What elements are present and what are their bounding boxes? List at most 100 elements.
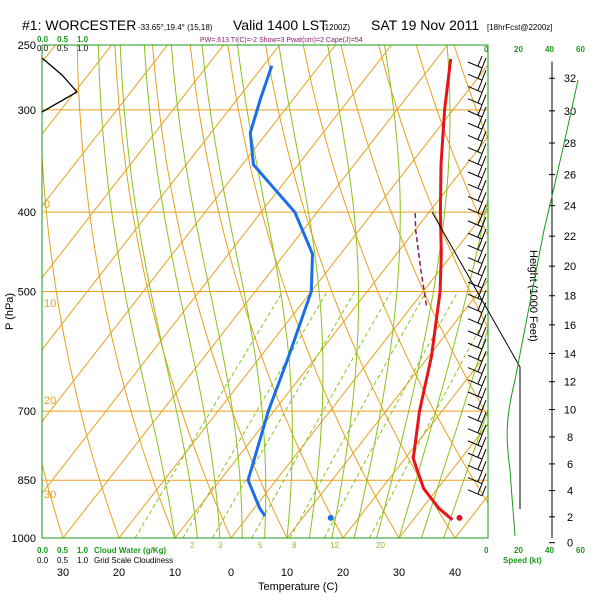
height-tick: 22 [564,231,576,243]
speed-bottom-60: 60 [576,546,585,555]
isotherm-line [42,45,280,351]
series-layer [246,58,463,521]
wind-barb-flag [481,228,487,240]
wind-barb-flag [477,288,483,299]
wind-barb-flag [477,141,483,152]
wind-barb-shaft [467,98,483,106]
dry-adiabat [340,45,488,418]
wind-barb-flag [477,422,483,433]
wind-barb-flag [481,253,487,264]
clipped-grid [42,45,488,538]
wind-barb [467,434,487,448]
cloudwater-scale-1: 0.5 [57,35,69,44]
wind-barb-flag [481,167,487,179]
right-speed-scale: 0 20 40 60 0 20 40 60 Speed (kt) [484,45,585,565]
wind-barb-shaft [467,403,483,411]
cloudwater-bottom-0: 0.0 [37,546,49,555]
wind-barb-flag [481,326,487,338]
wind-barb-shaft [467,281,483,289]
isotherm-line [42,45,168,207]
speed-label: Speed (kt) [503,556,542,565]
wind-barb-flag [477,324,483,336]
wind-barb-shaft [467,415,483,423]
series-parcel-line [414,212,428,306]
wind-barb-shaft [467,489,483,497]
pressure-tick-850: 850 [18,475,36,487]
speed-top-0: 0 [484,45,489,54]
wind-barb-shaft [467,452,483,460]
mixing-ratio-label: 5 [258,541,263,550]
wind-barb-flag [477,373,483,384]
wind-barb-flag [477,165,483,177]
isotherm-line [286,279,488,538]
wind-barb-flag [477,336,483,348]
wind-barb-shaft [467,257,483,265]
wind-barb [467,459,487,472]
dry-adiabat [189,45,344,538]
valid-time: Valid 1400 LST [233,17,328,33]
wind-barb [467,398,487,411]
grid-layer [41,44,489,539]
bottom-left-scale: 0.0 0.5 1.0 Cloud Water (g/Kg) 0.0 0.5 1… [37,546,173,565]
wind-barb-shaft [467,122,483,130]
cloudiness-scale-0: 0.0 [37,44,49,53]
wind-barb-flag [481,180,487,191]
mixing-ratio-line [251,291,392,538]
wind-barb [467,471,487,485]
stability-indices: PW=.613 TI(C)=-2 Show=3 Pwat(cm)=2 Cape(… [200,37,363,44]
mixing-ratio-label: 8 [292,541,297,550]
wind-barb-flag [481,204,487,215]
wind-barb-flag [481,94,487,105]
moist-adiabat [119,45,198,538]
isotherm-line [42,45,112,135]
dry-adiabat [42,461,64,538]
mixing-ratio-label: 20 [376,541,385,550]
series-temperature-line [411,58,454,521]
wind-barb-flag [481,192,487,203]
wind-barb [467,446,487,460]
wind-barb-flag [477,398,483,409]
wind-barb-flag [477,55,483,67]
wind-barb-flag [477,385,483,397]
wind-barb [467,275,487,289]
dry-adiabat [227,45,400,538]
height-tick: 14 [564,349,576,361]
surface-point [327,514,334,521]
wind-barb-shaft [467,464,483,472]
height-tick: 16 [564,320,576,332]
height-tick: 10 [564,405,576,417]
wind-barb-flag [481,363,487,374]
speed-bottom-0: 0 [484,546,489,555]
wind-barb-shaft [467,232,483,240]
wind-barb-flag [477,410,483,421]
plot-frame [41,44,489,539]
wind-barb-shaft [467,342,483,350]
top-left-scale: 0.0 0.5 1.0 0.0 0.5 1.0 [37,35,89,53]
wind-barb [467,80,487,93]
wind-barb [467,226,487,240]
mixing-ratio-label: 3 [218,541,223,550]
dry-adiabat [415,45,488,237]
wind-barb-flag [477,349,483,360]
wind-barb-flag [477,92,483,103]
dry-adiabat [76,45,176,538]
y-axis-title: P (hPa) [4,293,16,330]
pressure-tick-300: 300 [18,105,36,117]
isotherm-line [398,423,488,538]
wind-barb-shaft [467,110,483,118]
cloudiness-trace [41,57,79,113]
cloudwater-scale-2: 1.0 [77,35,89,44]
wind-barb-shaft [467,159,483,167]
wind-barb-flag [481,436,487,448]
dry-adiabat-label: 20 [44,395,56,407]
height-tick: 8 [567,432,573,444]
mixing-ratio-label: 12 [330,541,339,550]
wind-barb-shaft [467,367,483,375]
mixing-ratio-line [289,291,427,538]
dry-adiabat [114,45,232,538]
wind-barb-flag [477,471,483,482]
height-tick: 18 [564,291,576,303]
wind-barb-flag [481,290,487,301]
height-tick: 20 [564,261,576,273]
